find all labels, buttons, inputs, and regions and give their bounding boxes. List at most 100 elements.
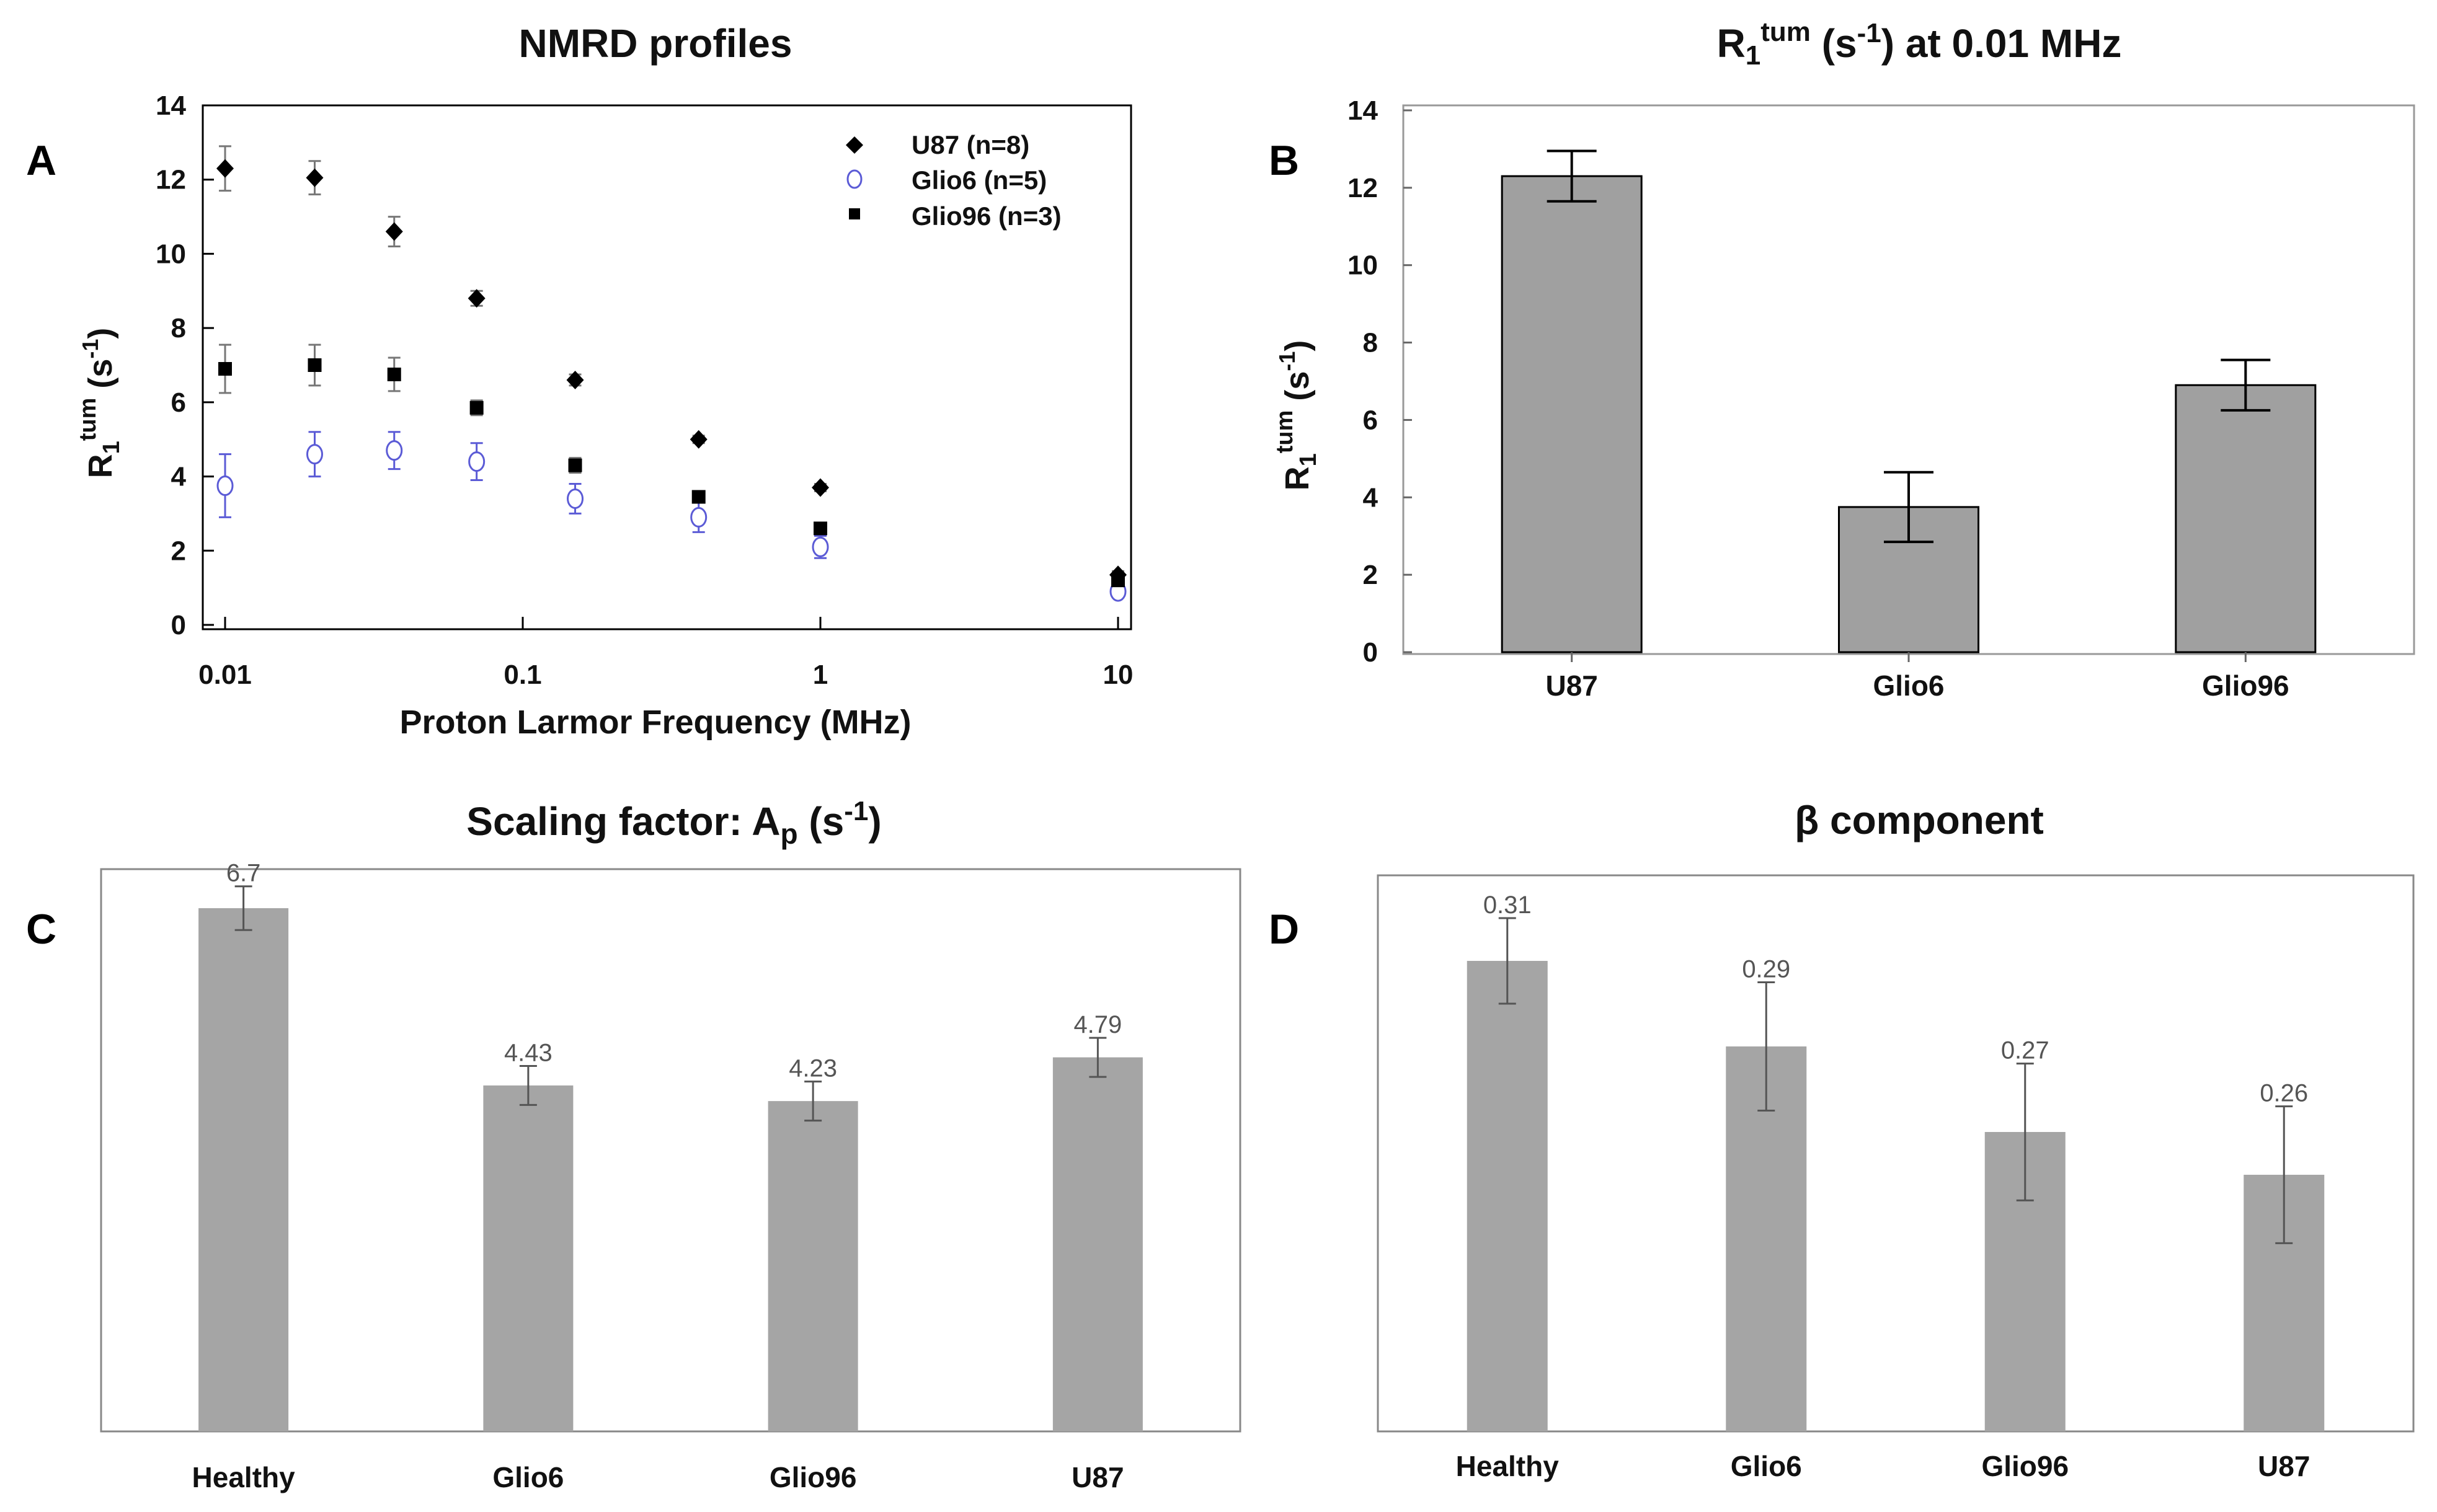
panel-d-categories: Healthy Glio6 Glio96 U87 xyxy=(1456,1450,2310,1482)
bar xyxy=(768,1101,858,1431)
u87-point xyxy=(306,168,324,187)
glio6-point xyxy=(690,506,708,528)
y-label-sub: 1 xyxy=(99,441,125,454)
panel-a-title: NMRD profiles xyxy=(519,21,792,66)
panel-b-y-axis-label: R1tum (s-1) xyxy=(1272,340,1321,491)
title-unit-close: ) at 0.01 MHz xyxy=(1881,21,2122,66)
y-tick-label: 2 xyxy=(1363,560,1378,590)
panel-letter-b: B xyxy=(1269,137,1299,184)
legend-marker-glio6 xyxy=(846,169,863,189)
panel-a-points xyxy=(216,145,1127,602)
category-label: Glio6 xyxy=(1873,670,1944,702)
y-label-unit-sup: -1 xyxy=(78,339,103,359)
panel-a: A NMRD profiles 0 2 4 6 8 10 12 14 0.01 0.1 1 10 P… xyxy=(26,21,1133,741)
y-label-sub: 1 xyxy=(1295,453,1321,466)
u87-point xyxy=(566,370,584,389)
title-base: Scaling factor: A xyxy=(466,799,780,844)
panel-letter-c: C xyxy=(26,906,56,953)
glio6-point xyxy=(812,536,829,557)
panel-a-legend: U87 (n=8) Glio6 (n=5) Glio96 (n=3) xyxy=(846,130,1062,231)
glio96-point xyxy=(387,367,401,381)
data-label: 0.29 xyxy=(1742,956,1790,983)
title-unit-close: ) xyxy=(868,799,881,844)
legend-label-glio96: Glio96 (n=3) xyxy=(912,201,1062,231)
y-tick-label: 6 xyxy=(1363,405,1378,435)
title-unit-sup: -1 xyxy=(1857,18,1881,48)
category-label: Glio96 xyxy=(2202,670,2289,702)
title-unit-open: (s xyxy=(1811,21,1857,66)
glio96-point xyxy=(1111,573,1125,588)
panel-a-y-ticks: 0 2 4 6 8 10 12 14 xyxy=(156,91,214,640)
glio96-point xyxy=(469,400,484,415)
y-tick-label: 6 xyxy=(171,387,186,418)
title-base: R xyxy=(1717,21,1746,66)
panel-c: C Scaling factor: Ap (s-1) 6.7 4.43 4.23 4.… xyxy=(26,796,1241,1493)
panel-d-plot-frame xyxy=(1377,874,2415,1433)
y-label-unit-close: ) xyxy=(82,328,119,339)
u87-point xyxy=(385,222,403,241)
y-label-unit-close: ) xyxy=(1279,340,1316,351)
y-tick-label: 14 xyxy=(1347,95,1378,126)
glio96-point xyxy=(308,358,322,372)
y-tick-label: 4 xyxy=(171,462,187,492)
y-label-base: R xyxy=(82,454,119,478)
glio6-point xyxy=(216,475,234,497)
bar xyxy=(483,1085,574,1431)
u87-point xyxy=(690,430,708,449)
panel-b-title: R1tum (s-1) at 0.01 MHz xyxy=(1717,17,2122,71)
y-tick-label: 10 xyxy=(156,239,186,269)
panel-c-categories: Healthy Glio6 Glio96 U87 xyxy=(192,1461,1124,1493)
y-tick-label: 4 xyxy=(1363,482,1378,513)
panel-a-x-ticks: 0.01 0.1 1 10 xyxy=(198,617,1133,690)
panel-letter-d: D xyxy=(1269,906,1299,953)
glio96-point xyxy=(218,361,232,376)
y-label-unit-sup: -1 xyxy=(1274,351,1300,371)
category-label: Healthy xyxy=(192,1461,296,1493)
data-label: 0.27 xyxy=(2001,1037,2049,1064)
category-label: Glio96 xyxy=(770,1461,857,1493)
y-tick-label: 0 xyxy=(1363,637,1378,668)
bar xyxy=(1052,1057,1143,1431)
category-label: Glio6 xyxy=(1731,1450,1802,1482)
title-unit-open: (s xyxy=(798,799,845,844)
bar xyxy=(1467,961,1548,1431)
glio6-point xyxy=(468,451,486,472)
bar xyxy=(1501,175,1643,653)
data-label: 4.23 xyxy=(789,1055,837,1082)
panel-b-categories: U87 Glio6 Glio96 xyxy=(1545,652,2289,702)
panel-a-plot-frame xyxy=(202,104,1132,630)
y-label-base: R xyxy=(1279,466,1316,490)
legend-marker-glio96 xyxy=(849,208,860,219)
y-tick-label: 10 xyxy=(1347,250,1378,281)
x-tick-label: 1 xyxy=(813,660,828,690)
panel-d: D β component 0.31 0.29 0.27 0.26 Healthy Gl… xyxy=(1269,798,2415,1482)
y-label-sup: tum xyxy=(75,398,101,441)
u87-point xyxy=(468,289,486,308)
legend-label-u87: U87 (n=8) xyxy=(912,130,1029,159)
u87-point xyxy=(812,478,829,497)
category-label: Glio96 xyxy=(1981,1450,2069,1482)
glio6-point xyxy=(386,440,403,461)
y-tick-label: 2 xyxy=(171,536,186,566)
y-tick-label: 12 xyxy=(156,165,186,195)
legend-label-glio6: Glio6 (n=5) xyxy=(912,166,1047,195)
title-sub: p xyxy=(780,818,797,850)
category-label: Healthy xyxy=(1456,1450,1560,1482)
y-tick-label: 8 xyxy=(1363,328,1378,358)
x-tick-label: 0.01 xyxy=(198,660,252,690)
category-label: U87 xyxy=(2258,1450,2310,1482)
panel-a-x-axis-label: Proton Larmor Frequency (MHz) xyxy=(399,704,911,741)
data-label: 6.7 xyxy=(226,860,261,887)
panel-a-y-axis-label: R1tum (s-1) xyxy=(75,328,125,479)
panel-b-y-ticks: 0 2 4 6 8 10 12 14 xyxy=(1347,95,1412,668)
glio96-point xyxy=(814,521,827,536)
y-tick-label: 8 xyxy=(171,313,186,343)
x-tick-label: 0.1 xyxy=(504,660,541,690)
legend-marker-u87 xyxy=(846,136,863,154)
glio6-point xyxy=(306,444,323,465)
bar xyxy=(198,908,289,1431)
y-tick-label: 14 xyxy=(156,91,186,121)
panel-d-bars: 0.31 0.29 0.27 0.26 xyxy=(1467,891,2325,1431)
bar xyxy=(2175,384,2317,653)
data-label: 4.43 xyxy=(504,1039,553,1066)
